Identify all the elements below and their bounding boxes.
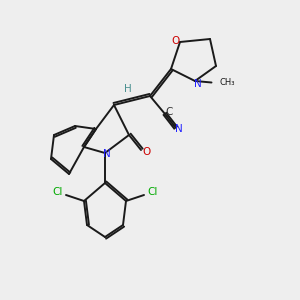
Text: N: N	[194, 79, 202, 89]
Text: H: H	[124, 83, 131, 94]
Text: C: C	[165, 106, 172, 117]
Text: Cl: Cl	[147, 187, 158, 197]
Text: CH₃: CH₃	[220, 78, 236, 87]
Text: O: O	[171, 35, 180, 46]
Text: Cl: Cl	[52, 187, 63, 197]
Text: O: O	[142, 147, 151, 158]
Text: N: N	[103, 149, 110, 160]
Text: N: N	[175, 124, 183, 134]
